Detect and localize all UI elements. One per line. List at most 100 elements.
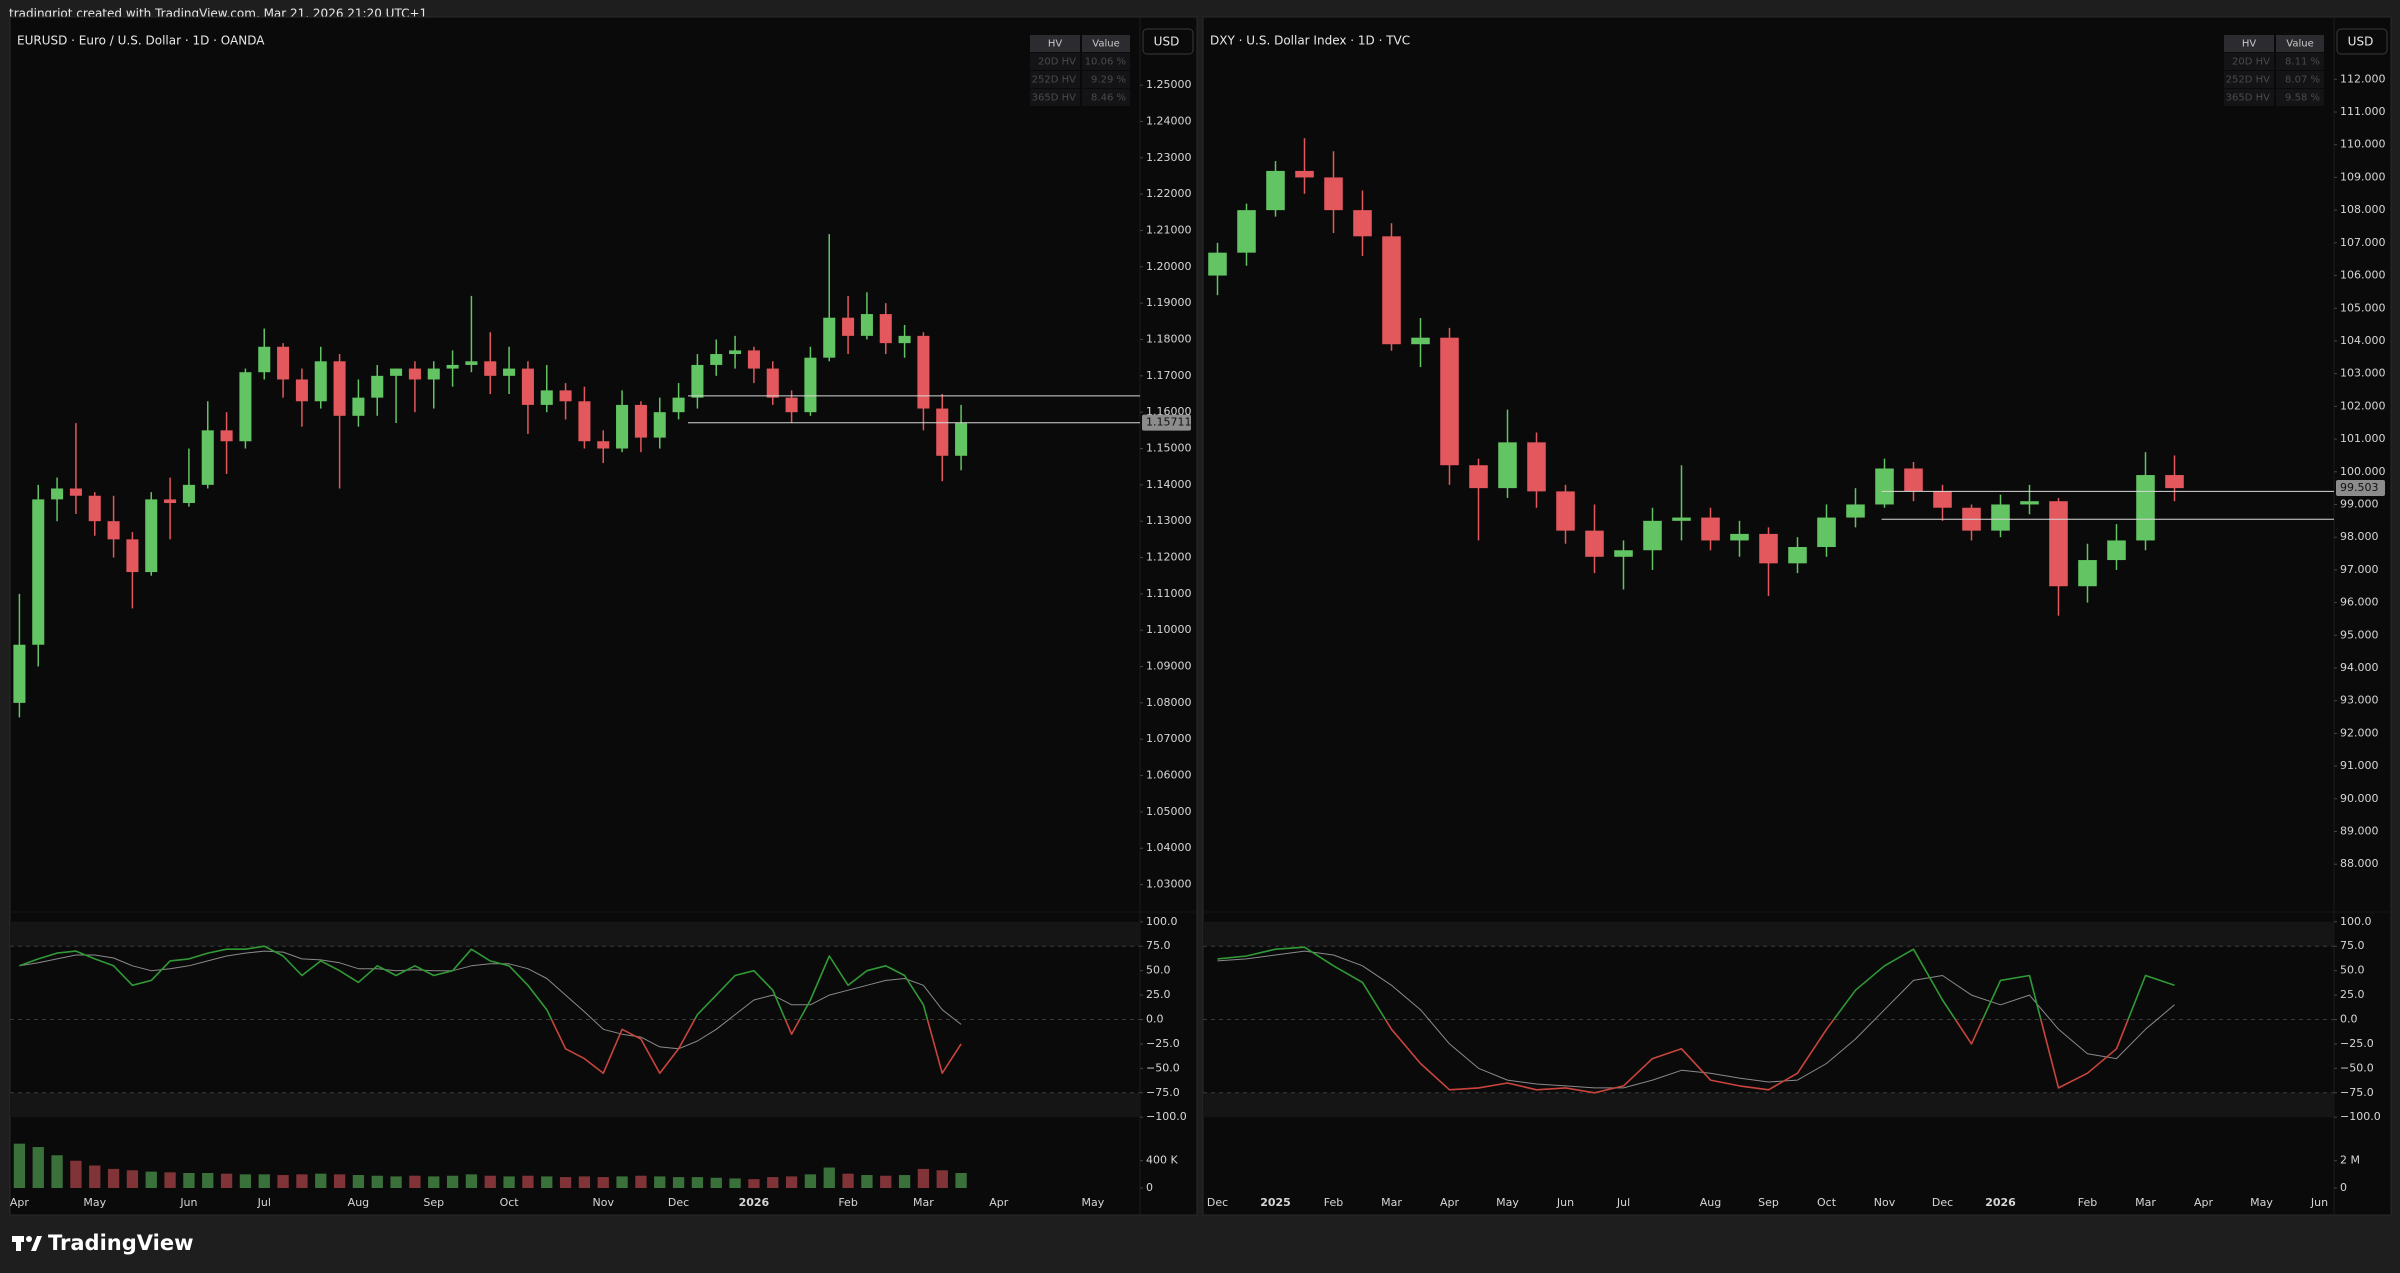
candle-body [465,361,478,365]
candle-body [1527,442,1546,492]
pane-background [1202,16,2392,1216]
volume-bar [729,1178,741,1188]
hv-cell-text: 8.46 % [1091,93,1126,104]
hv-cell [1082,89,1130,106]
candle-body [239,372,252,442]
oscillator-line [1217,946,2175,1094]
volume-bar [277,1175,289,1188]
volume-bar [955,1172,967,1188]
hv-cell [2224,53,2274,70]
y-tick-label: −50.0 [1146,1061,1180,1074]
candle-body [201,430,214,485]
volume-bar [220,1173,233,1188]
volume-bar [541,1176,553,1188]
y-tick-label: 111.000 [2340,105,2386,118]
candle-body [2020,501,2039,505]
y-tick-label: 75.0 [1146,939,1171,952]
candle-body [597,441,610,449]
volume-bar [390,1176,402,1188]
candle-body [1846,504,1865,518]
y-tick-label: 1.18000 [1146,333,1192,346]
currency-button[interactable] [2336,28,2388,55]
x-tick-label: 2026 [1985,1196,2016,1209]
candle-body [295,379,308,402]
y-tick-label: −50.0 [2340,1061,2374,1074]
candle-body [503,368,516,376]
candle-body [879,314,892,344]
y-tick-label: 1.06000 [1146,769,1192,782]
candle-body [521,368,534,405]
candle-body [1875,468,1894,505]
y-tick-label: 0.0 [1146,1013,1164,1026]
y-tick-label: 93.000 [2340,694,2379,707]
candle-body [408,368,421,380]
y-tick-label: −100.0 [1146,1110,1187,1123]
candle-body [1614,550,1633,557]
hv-cell [1030,89,1080,106]
candle-body [13,644,26,703]
volume-bar [503,1176,515,1188]
volume-bar [917,1168,930,1188]
volume-bar [635,1175,647,1188]
y-tick-label: 75.0 [2340,939,2365,952]
currency-label[interactable]: USD [1154,35,1180,49]
hv-cell [2276,71,2324,88]
volume-bar [107,1168,120,1188]
volume-bar [409,1175,421,1188]
volume-bar [70,1160,82,1188]
candle-body [1933,491,1952,508]
volume-bar [352,1175,365,1188]
currency-button[interactable] [1142,28,1194,55]
currency-label[interactable]: USD [2348,35,2374,49]
candle-body [672,397,685,413]
hv-cell-text: 10.06 % [1085,57,1126,68]
x-tick-label: Jun [179,1196,197,1209]
last-price-tag [2336,480,2385,497]
hv-cell [1082,53,1130,70]
candle-body [427,368,440,380]
hv-header-cell [2276,35,2324,52]
x-tick-label: 2025 [1260,1196,1291,1209]
volume-bar [767,1177,779,1188]
chart-pane: EURUSD · Euro / U.S. Dollar · 1D · OANDA… [9,16,1198,1216]
volume-bar [428,1176,440,1188]
y-tick-label: 25.0 [1146,988,1171,1001]
candle-body [1266,170,1285,211]
y-tick-label: 98.000 [2340,530,2379,543]
candle-body [860,314,873,336]
y-tick-label: 1.20000 [1146,260,1192,273]
volume-bar [578,1176,591,1188]
y-tick-label: 1.03000 [1146,878,1192,891]
candle-body [2078,560,2097,587]
hv-header: HV [1048,39,1063,50]
y-tick-label: 112.000 [2340,72,2386,85]
hv-header: Value [1092,39,1119,50]
volume-bar [654,1176,666,1188]
hv-cell [2276,53,2324,70]
x-tick-label: Jul [257,1196,271,1209]
candle-body [729,350,742,355]
y-tick-label: −25.0 [2340,1037,2374,1050]
y-tick-label: 1.07000 [1146,732,1192,745]
volume-bar [371,1175,383,1188]
hv-cell [1030,53,1080,70]
last-price-label: 1.15711 [1146,416,1192,429]
signal-line [1217,950,2175,1089]
candle-body [898,335,911,344]
last-price-label: 99.503 [2340,481,2379,494]
candle-body [842,317,855,336]
hv-cell [1082,71,1130,88]
y-tick-label: 1.15000 [1146,442,1192,455]
hv-cell-text: 252D HV [2226,75,2270,86]
candle-body [51,488,64,500]
chart-title: EURUSD · Euro / U.S. Dollar · 1D · OANDA [17,34,265,48]
y-tick-label: 1.25000 [1146,78,1192,91]
candle-body [1585,530,1604,557]
candle-body [1382,236,1401,345]
candle-body [1701,517,1720,541]
y-tick-label: −75.0 [2340,1086,2374,1099]
volume-bar [465,1174,478,1188]
candle-body [1498,442,1517,489]
y-tick-label: 89.000 [2340,825,2379,838]
candle-body [126,539,139,573]
